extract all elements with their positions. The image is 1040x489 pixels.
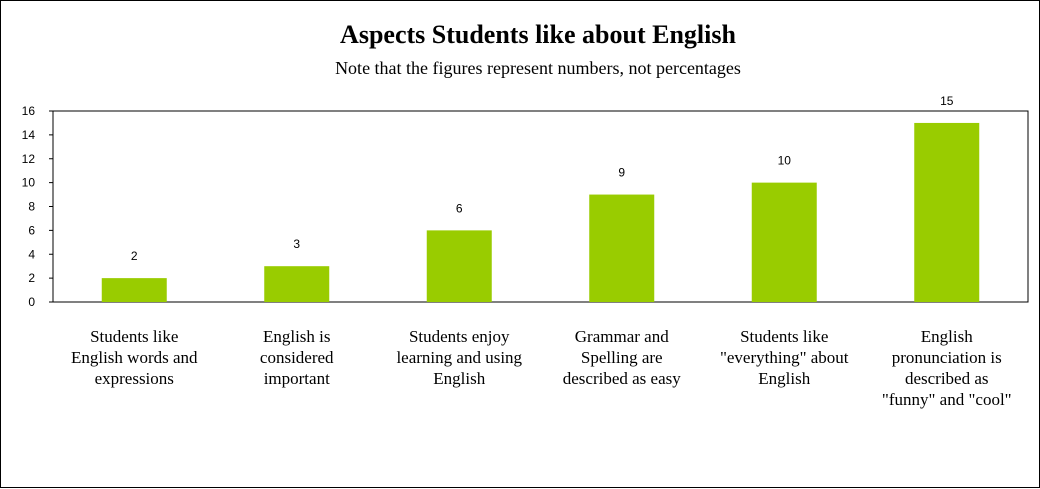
category-label-line: "funny" and "cool"	[882, 390, 1012, 409]
category-label-line: Grammar and	[575, 327, 669, 346]
category-label-line: described as	[905, 369, 989, 388]
category-label: Students like "everything" about English	[720, 327, 849, 388]
category-label: English is considered important	[260, 327, 334, 388]
category-label: Students like English words and expression…	[71, 327, 198, 388]
category-label: Students enjoy learning and using English	[396, 327, 522, 388]
y-tick-label: 14	[22, 128, 36, 142]
category-label-line: English	[433, 369, 485, 388]
bar	[751, 182, 817, 302]
bar	[589, 194, 655, 302]
y-axis: 0 2 4 6 8 10 12 14 16	[22, 104, 53, 309]
category-label-line: important	[264, 369, 330, 388]
category-label: English pronunciation is described as "funn…	[882, 327, 1012, 409]
data-label: 3	[293, 237, 300, 251]
category-label-line: learning and using	[396, 348, 522, 367]
y-tick-label: 0	[28, 295, 35, 309]
y-tick-label: 12	[22, 152, 36, 166]
category-label-line: Students like	[740, 327, 828, 346]
bar	[101, 278, 167, 302]
category-label-line: pronunciation is	[892, 348, 1002, 367]
x-axis-labels: Students like English words and expression…	[71, 327, 1012, 409]
y-tick-label: 10	[22, 176, 36, 190]
y-tick-label: 2	[28, 271, 35, 285]
data-labels-group: 2 3 6 9 10 15	[131, 94, 954, 263]
category-label-line: Students like	[90, 327, 178, 346]
category-label-line: expressions	[95, 369, 174, 388]
category-label-line: English	[758, 369, 810, 388]
y-tick-label: 8	[28, 200, 35, 214]
category-label-line: Students enjoy	[409, 327, 510, 346]
bars-group	[101, 122, 980, 302]
data-label: 10	[778, 154, 792, 168]
plot-area	[52, 110, 1029, 303]
chart-subtitle: Note that the figures represent numbers,…	[335, 58, 741, 78]
category-label-line: described as easy	[563, 369, 682, 388]
data-label: 9	[618, 166, 625, 180]
y-tick-label: 6	[28, 223, 35, 237]
category-label-line: English	[921, 327, 973, 346]
chart-title: Aspects Students like about English	[340, 20, 736, 49]
category-label-line: considered	[260, 348, 334, 367]
data-label: 15	[940, 94, 954, 108]
bar	[914, 122, 980, 302]
category-label-line: "everything" about	[720, 348, 849, 367]
y-tick-label: 4	[28, 247, 35, 261]
bar	[264, 266, 330, 302]
bar	[426, 230, 492, 302]
category-label: Grammar and Spelling are described as easy	[563, 327, 682, 388]
category-label-line: English is	[263, 327, 331, 346]
category-label-line: English words and	[71, 348, 198, 367]
data-label: 6	[456, 201, 463, 215]
y-tick-label: 16	[22, 104, 36, 118]
category-label-line: Spelling are	[581, 348, 663, 367]
data-label: 2	[131, 249, 138, 263]
